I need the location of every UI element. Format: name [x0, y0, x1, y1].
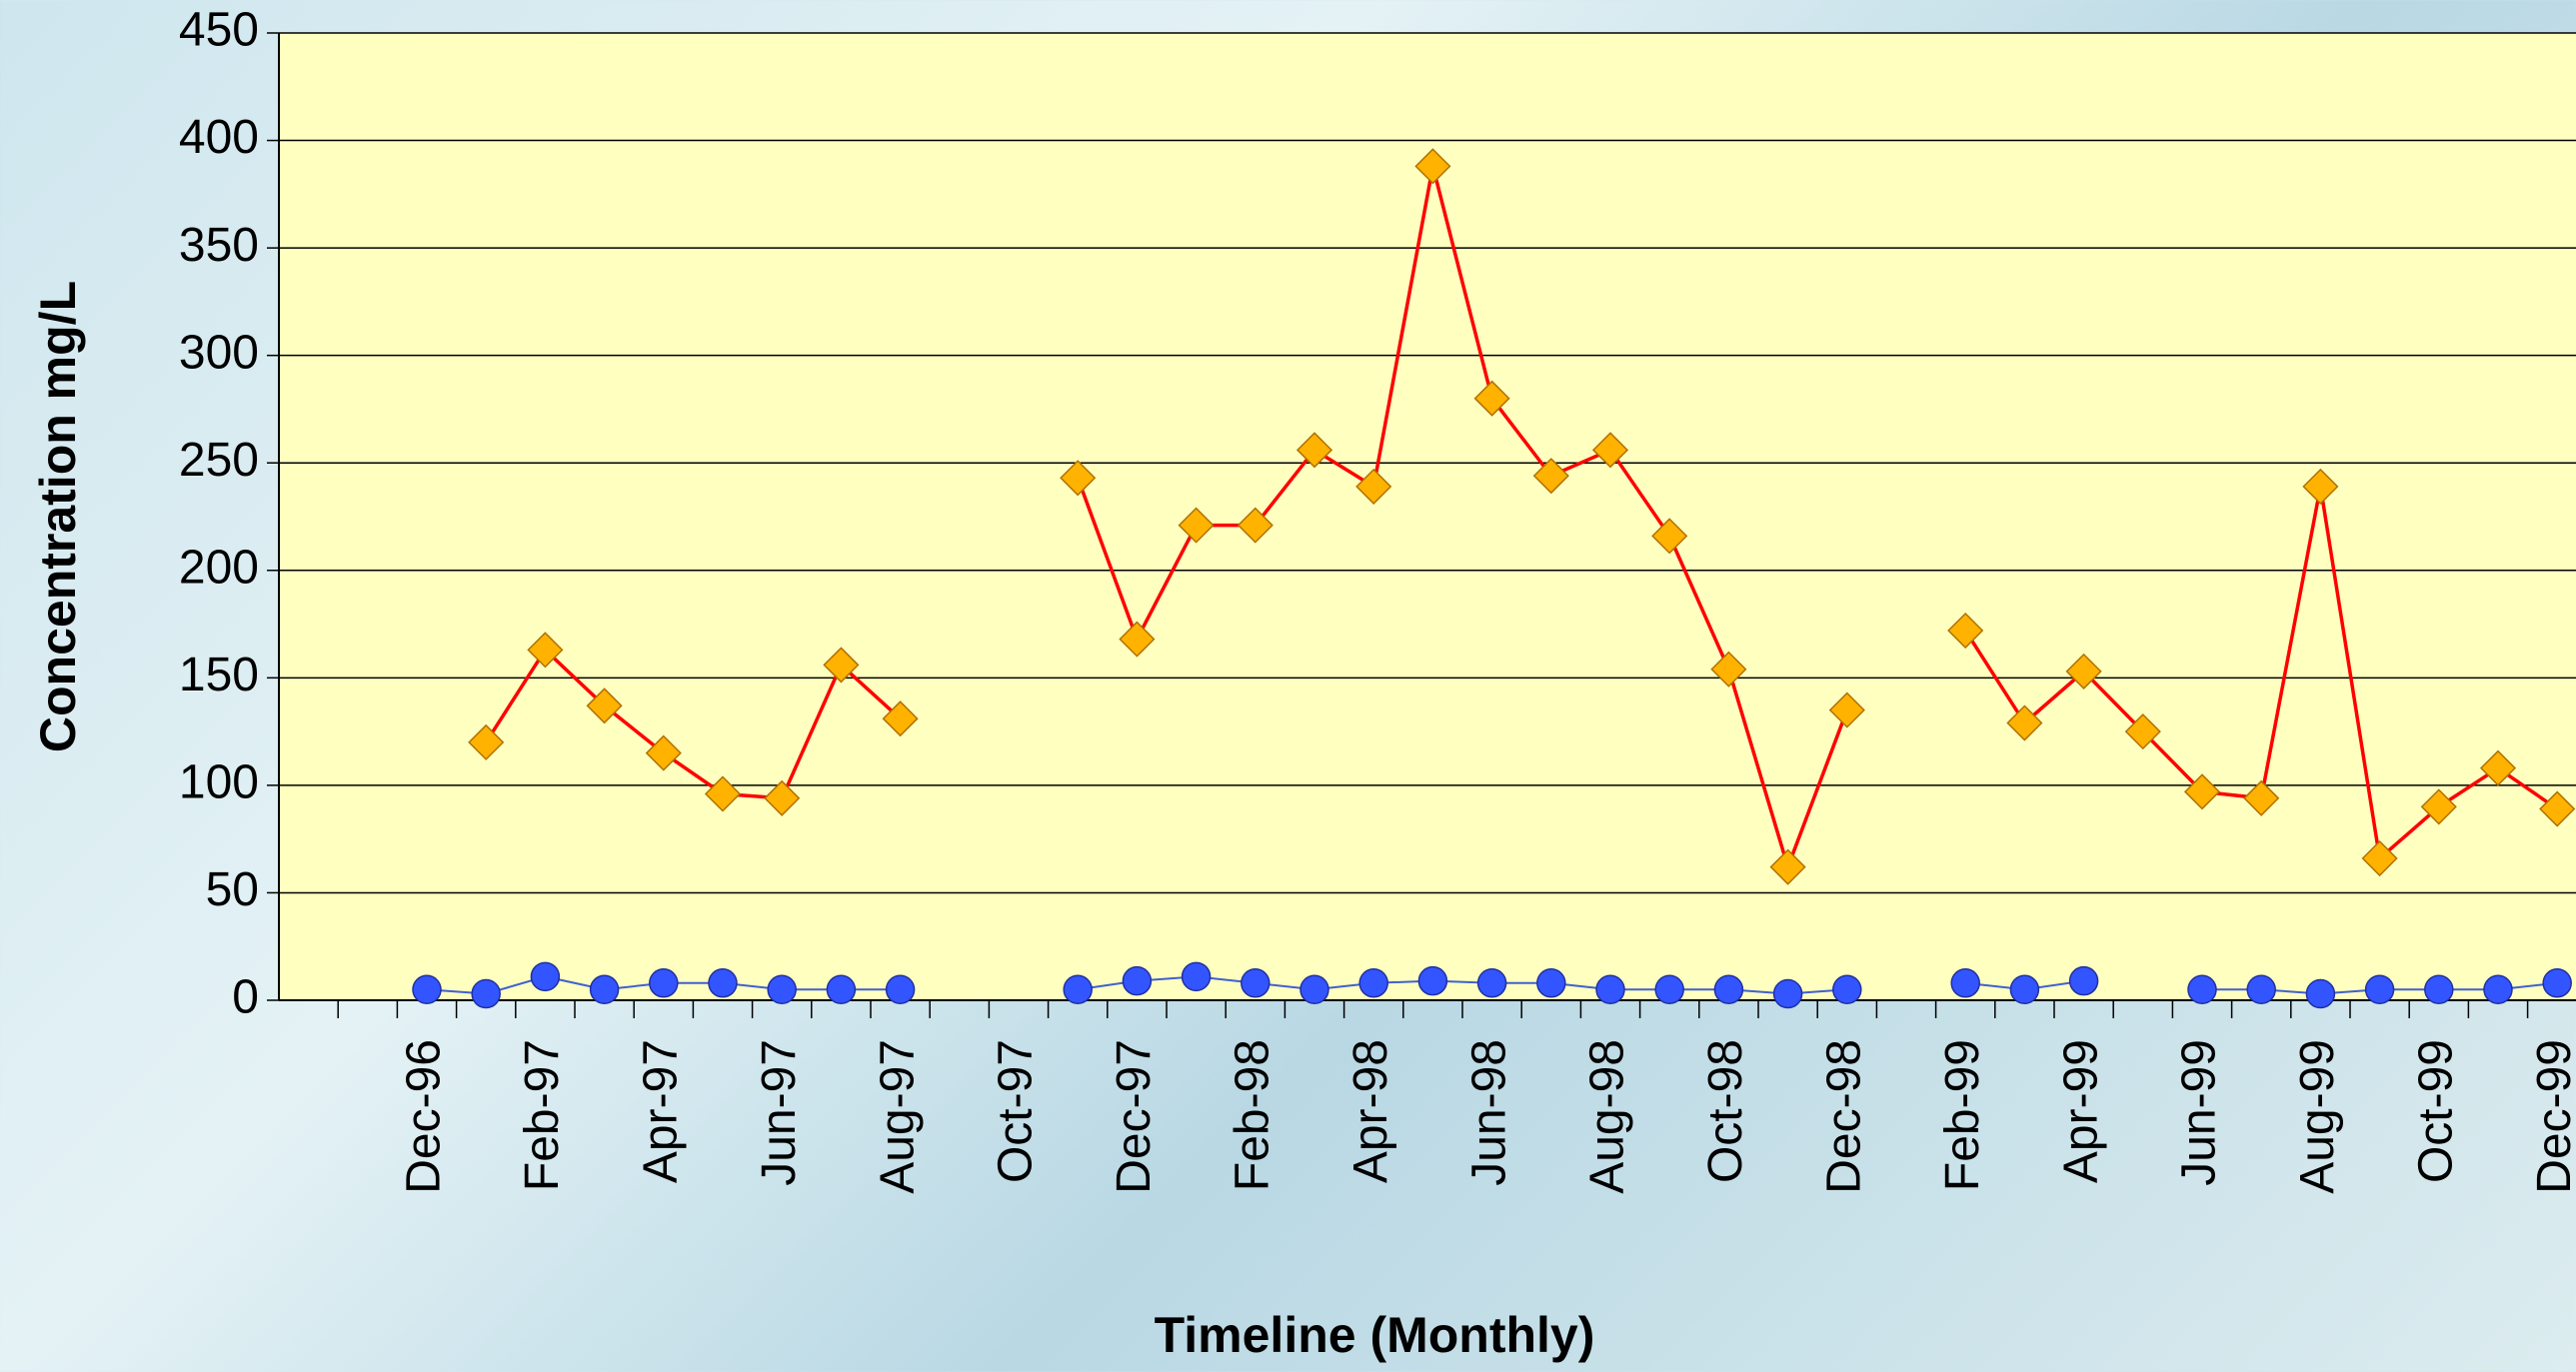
marker [1119, 621, 1156, 658]
marker [885, 974, 916, 1004]
marker [767, 974, 797, 1004]
marker [1063, 974, 1093, 1004]
y-tick-label: 150 [179, 649, 259, 701]
marker [826, 974, 857, 1004]
marker [527, 632, 564, 669]
marker [1060, 460, 1097, 497]
x-axis-title: Timeline (Monthly) [1155, 1307, 1595, 1363]
marker [2183, 773, 2221, 810]
y-tick-label: 0 [232, 971, 259, 1024]
x-tick-label: Oct-98 [1699, 1039, 1752, 1183]
marker [1651, 518, 1688, 555]
x-tick-label: Oct-97 [990, 1039, 1043, 1183]
x-tick-label: Jun-99 [2173, 1039, 2226, 1186]
marker [2539, 790, 2576, 827]
y-tick-label: 100 [179, 756, 259, 809]
marker [823, 647, 860, 684]
marker [1828, 691, 1865, 728]
x-tick-label: Feb-98 [1226, 1039, 1279, 1191]
y-tick-label: 400 [179, 111, 259, 164]
x-tick-label: Apr-98 [1344, 1039, 1397, 1183]
x-tick-label: Aug-97 [871, 1039, 924, 1194]
x-tick-label: Dec-96 [398, 1039, 451, 1194]
marker [2542, 968, 2572, 998]
x-tick-label: Jun-97 [753, 1039, 806, 1186]
x-tick-label: Dec-99 [2528, 1039, 2576, 1194]
y-tick-label: 50 [206, 863, 259, 916]
marker [586, 687, 623, 724]
marker [1950, 968, 1980, 998]
marker [645, 734, 682, 771]
marker [1591, 432, 1629, 469]
marker [708, 968, 738, 998]
marker [2364, 974, 2395, 1004]
y-tick-label: 300 [179, 326, 259, 379]
marker [1832, 974, 1862, 1004]
marker [1713, 974, 1744, 1004]
x-tick-label: Jun-98 [1462, 1039, 1515, 1186]
x-tick-label: Dec-97 [1108, 1039, 1161, 1194]
x-tick-label: Feb-99 [1936, 1039, 1989, 1191]
x-tick-label: Apr-97 [634, 1039, 687, 1183]
marker [471, 978, 501, 1009]
x-tick-label: Feb-97 [516, 1039, 569, 1191]
marker [2420, 788, 2457, 825]
marker [2302, 468, 2339, 505]
marker [1295, 432, 1333, 469]
marker [2246, 974, 2276, 1004]
y-tick-label: 450 [179, 4, 259, 57]
marker [2483, 974, 2513, 1004]
marker [1241, 968, 1271, 998]
marker [1417, 965, 1448, 996]
marker [1178, 507, 1215, 544]
marker [1473, 380, 1510, 417]
marker [1595, 974, 1625, 1004]
marker [1181, 961, 1212, 992]
marker [1358, 968, 1388, 998]
marker [2124, 713, 2161, 750]
x-tick-label: Aug-99 [2291, 1039, 2344, 1194]
marker [589, 974, 620, 1004]
marker [2068, 965, 2099, 996]
x-tick-label: Dec-98 [1817, 1039, 1870, 1194]
marker [2305, 978, 2336, 1009]
marker [1769, 848, 1806, 885]
marker [882, 700, 919, 737]
marker [2006, 704, 2043, 741]
marker [1532, 458, 1569, 495]
marker [1414, 148, 1451, 185]
marker [1355, 468, 1392, 505]
y-tick-label: 250 [179, 434, 259, 487]
marker [2065, 653, 2102, 689]
x-tick-label: Apr-99 [2054, 1039, 2107, 1183]
marker [2479, 749, 2517, 786]
marker [1536, 968, 1566, 998]
marker [649, 968, 679, 998]
marker [530, 961, 561, 992]
marker [468, 723, 505, 760]
marker [764, 779, 801, 816]
marker [1772, 978, 1803, 1009]
marker [1654, 974, 1684, 1004]
marker [1947, 612, 1984, 650]
marker [1299, 974, 1329, 1004]
marker [1710, 651, 1747, 687]
y-axis-title: Concentration mg/L [30, 281, 86, 752]
marker [2361, 839, 2398, 877]
y-tick-label: 200 [179, 541, 259, 594]
marker [704, 775, 742, 812]
marker [412, 974, 442, 1004]
x-tick-label: Aug-98 [1581, 1039, 1634, 1194]
marker [1476, 968, 1507, 998]
marker [1122, 965, 1153, 996]
x-tick-label: Oct-99 [2409, 1039, 2462, 1183]
marker [2009, 974, 2040, 1004]
marker [2187, 974, 2217, 1004]
marker [2424, 974, 2454, 1004]
y-tick-label: 350 [179, 219, 259, 272]
marker [1237, 507, 1274, 544]
marker [2243, 779, 2280, 816]
